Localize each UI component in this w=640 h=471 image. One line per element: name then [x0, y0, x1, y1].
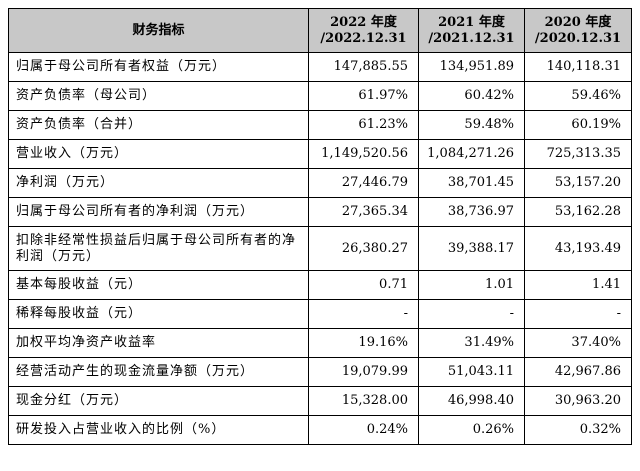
- table-body: 归属于母公司所有者权益（万元） 147,885.55 134,951.89 140,1…: [8, 52, 632, 445]
- value-2021: 1,084,271.26: [418, 139, 525, 169]
- value-2020: 42,967.86: [524, 357, 632, 387]
- value-2021: 38,701.45: [418, 168, 525, 198]
- table-row: 基本每股收益（元） 0.71 1.01 1.41: [8, 270, 632, 300]
- value-2020: 59.46%: [524, 81, 632, 111]
- value-2022: 27,446.79: [308, 168, 419, 198]
- value-2022: 147,885.55: [308, 52, 419, 82]
- row-label: 净利润（万元）: [8, 168, 309, 198]
- value-2022: 15,328.00: [308, 386, 419, 416]
- value-2021: -: [418, 299, 525, 329]
- value-2021: 38,736.97: [418, 197, 525, 227]
- header-metric: 财务指标: [8, 8, 309, 53]
- table-row: 经营活动产生的现金流量净额（万元） 19,079.99 51,043.11 42,96…: [8, 357, 632, 387]
- header-2022: 2022 年度 /2022.12.31: [308, 8, 419, 53]
- value-2021: 134,951.89: [418, 52, 525, 82]
- table-row: 稀释每股收益（元） - - -: [8, 299, 632, 329]
- value-2020: 37.40%: [524, 328, 632, 358]
- value-2021: 1.01: [418, 270, 525, 300]
- value-2020: 725,313.35: [524, 139, 632, 169]
- value-2021: 60.42%: [418, 81, 525, 111]
- row-label: 营业收入（万元）: [8, 139, 309, 169]
- table-row: 研发投入占营业收入的比例（%） 0.24% 0.26% 0.32%: [8, 415, 632, 445]
- row-label: 研发投入占营业收入的比例（%）: [8, 415, 309, 445]
- row-label: 加权平均净资产收益率: [8, 328, 309, 358]
- value-2022: 19,079.99: [308, 357, 419, 387]
- value-2020: 53,162.28: [524, 197, 632, 227]
- row-label: 稀释每股收益（元）: [8, 299, 309, 329]
- row-label: 归属于母公司所有者的净利润（万元）: [8, 197, 309, 227]
- header-2020: 2020 年度 /2020.12.31: [524, 8, 632, 53]
- financial-indicators-table: 财务指标 2022 年度 /2022.12.31 2021 年度 /2021.1…: [8, 8, 632, 445]
- table-row: 现金分红（万元） 15,328.00 46,998.40 30,963.20: [8, 386, 632, 416]
- table-row: 归属于母公司所有者权益（万元） 147,885.55 134,951.89 140,1…: [8, 52, 632, 82]
- value-2020: 30,963.20: [524, 386, 632, 416]
- row-label: 资产负债率（合并）: [8, 110, 309, 140]
- value-2021: 59.48%: [418, 110, 525, 140]
- value-2022: 26,380.27: [308, 226, 419, 271]
- value-2020: 53,157.20: [524, 168, 632, 198]
- row-label: 基本每股收益（元）: [8, 270, 309, 300]
- header-2021-year: 2021 年度: [438, 14, 505, 30]
- value-2020: 60.19%: [524, 110, 632, 140]
- value-2020: 0.32%: [524, 415, 632, 445]
- value-2022: 1,149,520.56: [308, 139, 419, 169]
- value-2020: -: [524, 299, 632, 329]
- value-2022: 61.97%: [308, 81, 419, 111]
- value-2021: 51,043.11: [418, 357, 525, 387]
- table-row: 归属于母公司所有者的净利润（万元） 27,365.34 38,736.97 53,16…: [8, 197, 632, 227]
- financial-table-container: 财务指标 2022 年度 /2022.12.31 2021 年度 /2021.1…: [8, 8, 632, 445]
- table-row: 净利润（万元） 27,446.79 38,701.45 53,157.20: [8, 168, 632, 198]
- row-label: 扣除非经常性损益后归属于母公司所有者的净利润（万元）: [8, 226, 309, 271]
- value-2022: 61.23%: [308, 110, 419, 140]
- value-2020: 140,118.31: [524, 52, 632, 82]
- table-row: 资产负债率（合并） 61.23% 59.48% 60.19%: [8, 110, 632, 140]
- row-label: 归属于母公司所有者权益（万元）: [8, 52, 309, 82]
- header-2020-year: 2020 年度: [544, 14, 612, 30]
- value-2021: 39,388.17: [418, 226, 525, 271]
- header-2021-date: /2021.12.31: [428, 30, 515, 46]
- table-header: 财务指标 2022 年度 /2022.12.31 2021 年度 /2021.1…: [8, 8, 632, 53]
- value-2022: 0.24%: [308, 415, 419, 445]
- row-label: 现金分红（万元）: [8, 386, 309, 416]
- value-2022: 27,365.34: [308, 197, 419, 227]
- value-2021: 0.26%: [418, 415, 525, 445]
- value-2020: 1.41: [524, 270, 632, 300]
- value-2022: 0.71: [308, 270, 419, 300]
- header-2022-date: /2022.12.31: [320, 30, 407, 46]
- header-2020-date: /2020.12.31: [534, 30, 622, 46]
- table-row: 营业收入（万元） 1,149,520.56 1,084,271.26 725,313.…: [8, 139, 632, 169]
- value-2022: 19.16%: [308, 328, 419, 358]
- row-label: 资产负债率（母公司）: [8, 81, 309, 111]
- header-row: 财务指标 2022 年度 /2022.12.31 2021 年度 /2021.1…: [8, 8, 632, 53]
- header-2022-year: 2022 年度: [330, 14, 397, 30]
- value-2021: 46,998.40: [418, 386, 525, 416]
- header-2021: 2021 年度 /2021.12.31: [418, 8, 525, 53]
- table-row: 扣除非经常性损益后归属于母公司所有者的净利润（万元） 26,380.27 39,38…: [8, 226, 632, 271]
- row-label: 经营活动产生的现金流量净额（万元）: [8, 357, 309, 387]
- table-row: 资产负债率（母公司） 61.97% 60.42% 59.46%: [8, 81, 632, 111]
- table-row: 加权平均净资产收益率 19.16% 31.49% 37.40%: [8, 328, 632, 358]
- value-2022: -: [308, 299, 419, 329]
- value-2020: 43,193.49: [524, 226, 632, 271]
- value-2021: 31.49%: [418, 328, 525, 358]
